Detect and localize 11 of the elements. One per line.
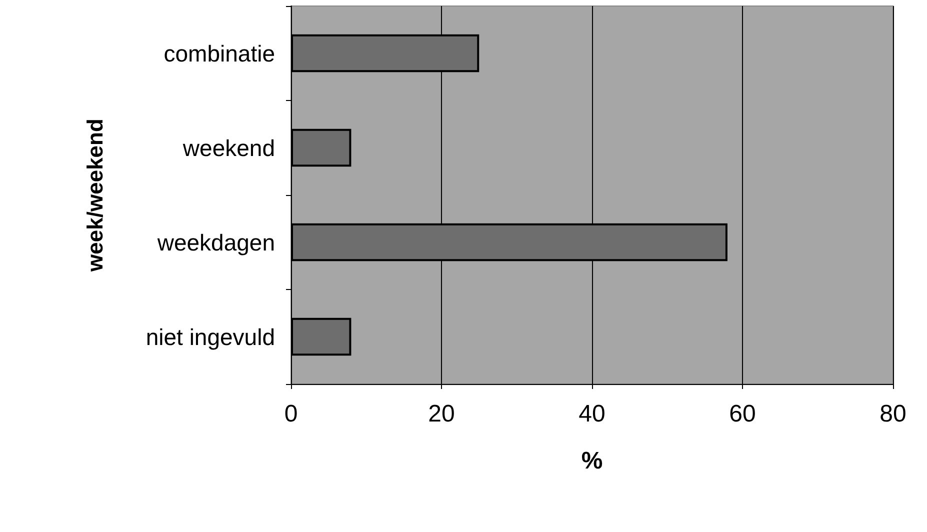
- x-tick-label: 40: [578, 400, 606, 428]
- y-tick-label: weekend: [182, 134, 275, 161]
- y-tick-label: niet ingevuld: [146, 324, 275, 350]
- x-tick-label: 0: [284, 400, 298, 428]
- x-axis-title: %: [581, 448, 603, 474]
- x-tick-label: 80: [880, 400, 906, 428]
- y-tick-label: combinatie: [164, 40, 275, 66]
- y-axis-title: week/weekend: [82, 118, 108, 272]
- x-tick-label: 20: [428, 400, 455, 428]
- x-tick-label: 60: [729, 400, 756, 428]
- y-tick-label: weekdagen: [156, 229, 275, 256]
